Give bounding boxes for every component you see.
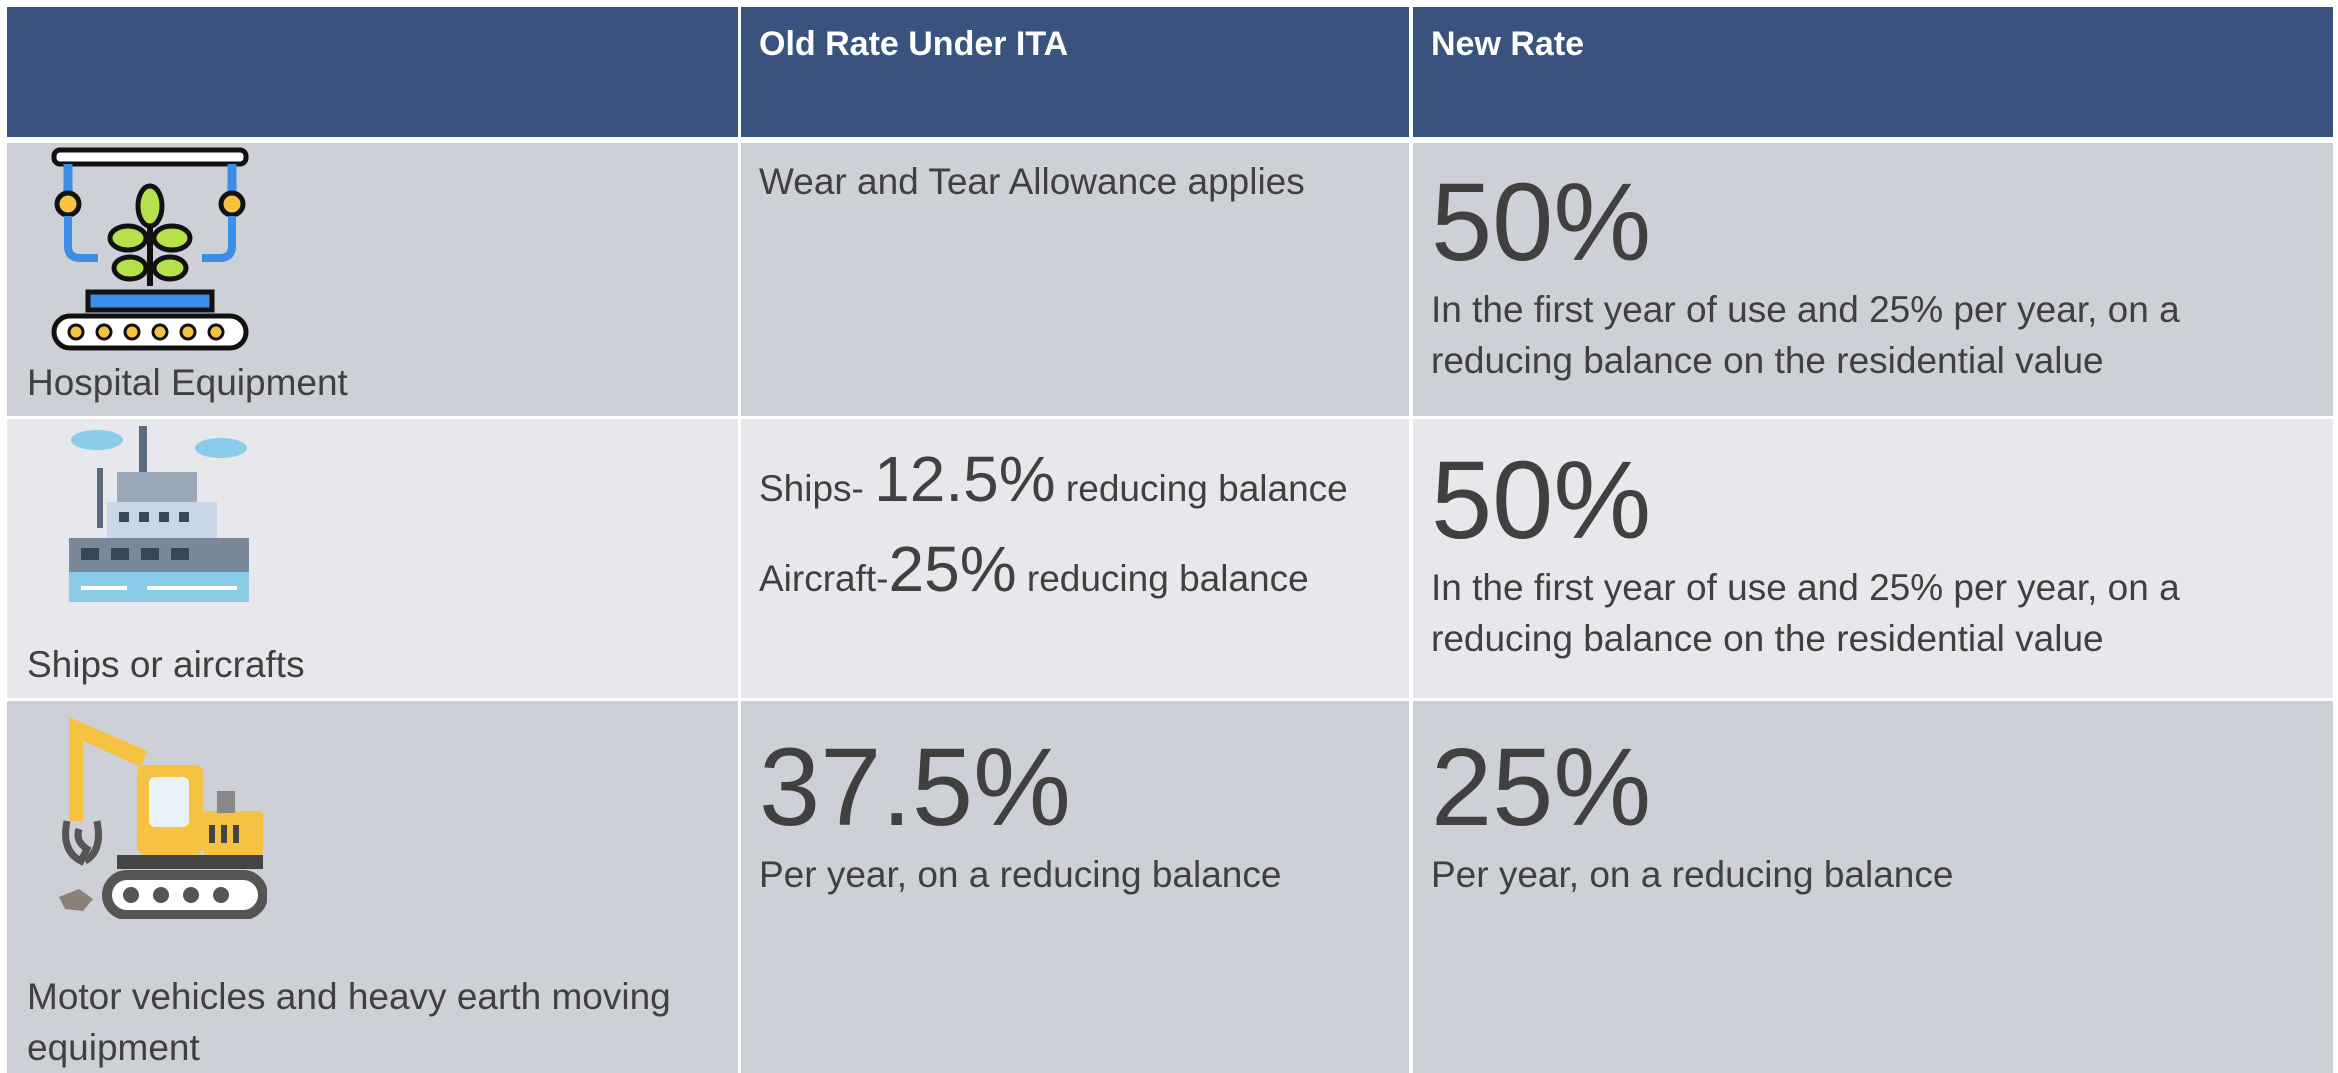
new-rate-note: In the first year of use and 25% per yea…	[1431, 284, 2315, 386]
old-rate-line: Ships- 12.5% reducing balance	[759, 435, 1391, 525]
old-rate-text: Wear and Tear Allowance applies	[759, 161, 1305, 202]
item-label: Motor vehicles and heavy earth moving eq…	[27, 971, 718, 1073]
old-rate-cell: Ships- 12.5% reducing balance Aircraft-2…	[741, 419, 1409, 698]
new-rate-cell: 50% In the first year of use and 25% per…	[1413, 419, 2333, 698]
old-rate-cell: Wear and Tear Allowance applies	[741, 143, 1409, 416]
header-cell: Old Rate Under ITA	[741, 7, 1409, 137]
ship-icon	[67, 422, 251, 604]
old-rate-cell: 37.5% Per year, on a reducing balance	[741, 701, 1409, 1073]
equipment-icon	[48, 146, 252, 352]
new-rate-cell: 25% Per year, on a reducing balance	[1413, 701, 2333, 1073]
item-label: Ships or aircrafts	[27, 639, 718, 690]
old-rate-suffix: reducing balance	[1027, 558, 1309, 599]
new-rate: 50%	[1431, 168, 2315, 278]
old-rate-label: Aircraft-	[759, 558, 889, 599]
new-rate: 25%	[1431, 733, 2315, 843]
old-rate-line: Aircraft-25% reducing balance	[759, 525, 1391, 615]
excavator-icon	[57, 711, 267, 919]
header-cell: New Rate	[1413, 7, 2333, 137]
new-rate-note: In the first year of use and 25% per yea…	[1431, 562, 2315, 664]
old-rate: 25%	[889, 533, 1017, 605]
new-rate-note: Per year, on a reducing balance	[1431, 849, 2315, 900]
item-label: Hospital Equipment	[27, 357, 718, 408]
old-rate-label: Ships-	[759, 468, 864, 509]
old-rate: 37.5%	[759, 733, 1391, 843]
new-rate-cell: 50% In the first year of use and 25% per…	[1413, 143, 2333, 416]
header-cell	[7, 7, 738, 137]
old-rate-suffix: reducing balance	[1066, 468, 1348, 509]
new-rate: 50%	[1431, 446, 2315, 556]
slide-table: Old Rate Under ITA New Rate Hospital Equ…	[0, 0, 2338, 1073]
old-rate: 12.5%	[874, 443, 1055, 515]
old-rate-note: Per year, on a reducing balance	[759, 849, 1391, 900]
